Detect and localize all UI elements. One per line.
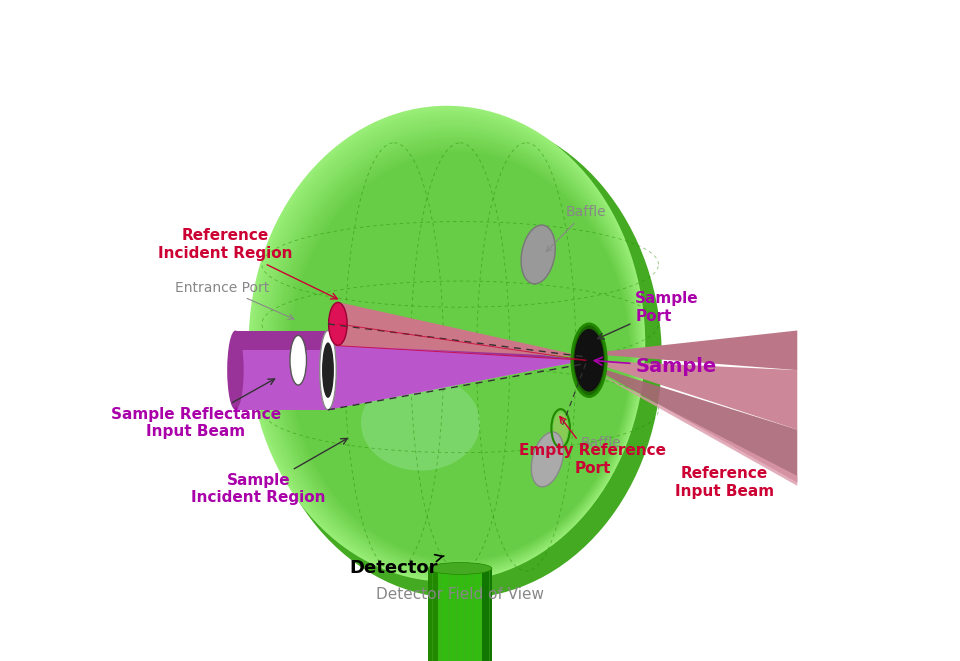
Text: Empty Reference
Port: Empty Reference Port: [518, 416, 666, 476]
Ellipse shape: [275, 135, 636, 568]
Ellipse shape: [266, 126, 638, 572]
Text: Detector: Detector: [349, 555, 444, 578]
Ellipse shape: [572, 324, 607, 397]
Ellipse shape: [328, 302, 348, 345]
Polygon shape: [328, 330, 586, 360]
Polygon shape: [328, 360, 586, 410]
Text: Sample
Port: Sample Port: [598, 291, 699, 339]
Ellipse shape: [287, 150, 631, 561]
Ellipse shape: [273, 133, 636, 569]
Text: Sample: Sample: [594, 358, 716, 376]
Ellipse shape: [255, 113, 643, 578]
Text: Reference
Incident Region: Reference Incident Region: [158, 228, 337, 299]
Polygon shape: [235, 330, 335, 350]
Ellipse shape: [361, 375, 480, 471]
Ellipse shape: [290, 335, 306, 385]
Polygon shape: [586, 330, 797, 370]
Ellipse shape: [320, 330, 336, 410]
Ellipse shape: [281, 143, 633, 564]
Ellipse shape: [261, 120, 640, 575]
Ellipse shape: [322, 342, 334, 398]
Text: Entrance Port: Entrance Port: [175, 280, 294, 319]
Ellipse shape: [278, 140, 634, 566]
Ellipse shape: [574, 329, 604, 391]
Ellipse shape: [268, 128, 637, 572]
Ellipse shape: [259, 118, 641, 576]
Polygon shape: [235, 330, 335, 410]
FancyBboxPatch shape: [428, 568, 438, 661]
Ellipse shape: [428, 563, 492, 574]
Ellipse shape: [257, 116, 642, 577]
Polygon shape: [586, 360, 797, 430]
Ellipse shape: [553, 412, 568, 444]
Text: Baffle: Baffle: [581, 436, 621, 450]
Ellipse shape: [252, 110, 643, 580]
FancyBboxPatch shape: [482, 568, 492, 661]
Ellipse shape: [285, 147, 632, 563]
Polygon shape: [328, 330, 586, 410]
Text: Reference
Input Beam: Reference Input Beam: [675, 466, 774, 499]
Polygon shape: [586, 367, 797, 486]
Ellipse shape: [249, 106, 645, 582]
FancyBboxPatch shape: [428, 568, 492, 661]
Ellipse shape: [251, 108, 644, 580]
Ellipse shape: [531, 432, 564, 486]
Text: Sample Reflectance
Input Beam: Sample Reflectance Input Beam: [110, 379, 281, 440]
Ellipse shape: [264, 123, 639, 574]
Text: Baffle: Baffle: [546, 204, 606, 252]
Polygon shape: [338, 302, 586, 357]
Ellipse shape: [228, 330, 244, 410]
Ellipse shape: [276, 137, 635, 567]
Ellipse shape: [290, 152, 630, 561]
Ellipse shape: [521, 225, 555, 284]
Ellipse shape: [270, 130, 637, 570]
Polygon shape: [586, 364, 797, 483]
Text: Detector Field of View: Detector Field of View: [376, 588, 544, 602]
Text: Sample
Incident Region: Sample Incident Region: [191, 438, 348, 506]
Ellipse shape: [283, 145, 632, 564]
Ellipse shape: [258, 116, 661, 598]
